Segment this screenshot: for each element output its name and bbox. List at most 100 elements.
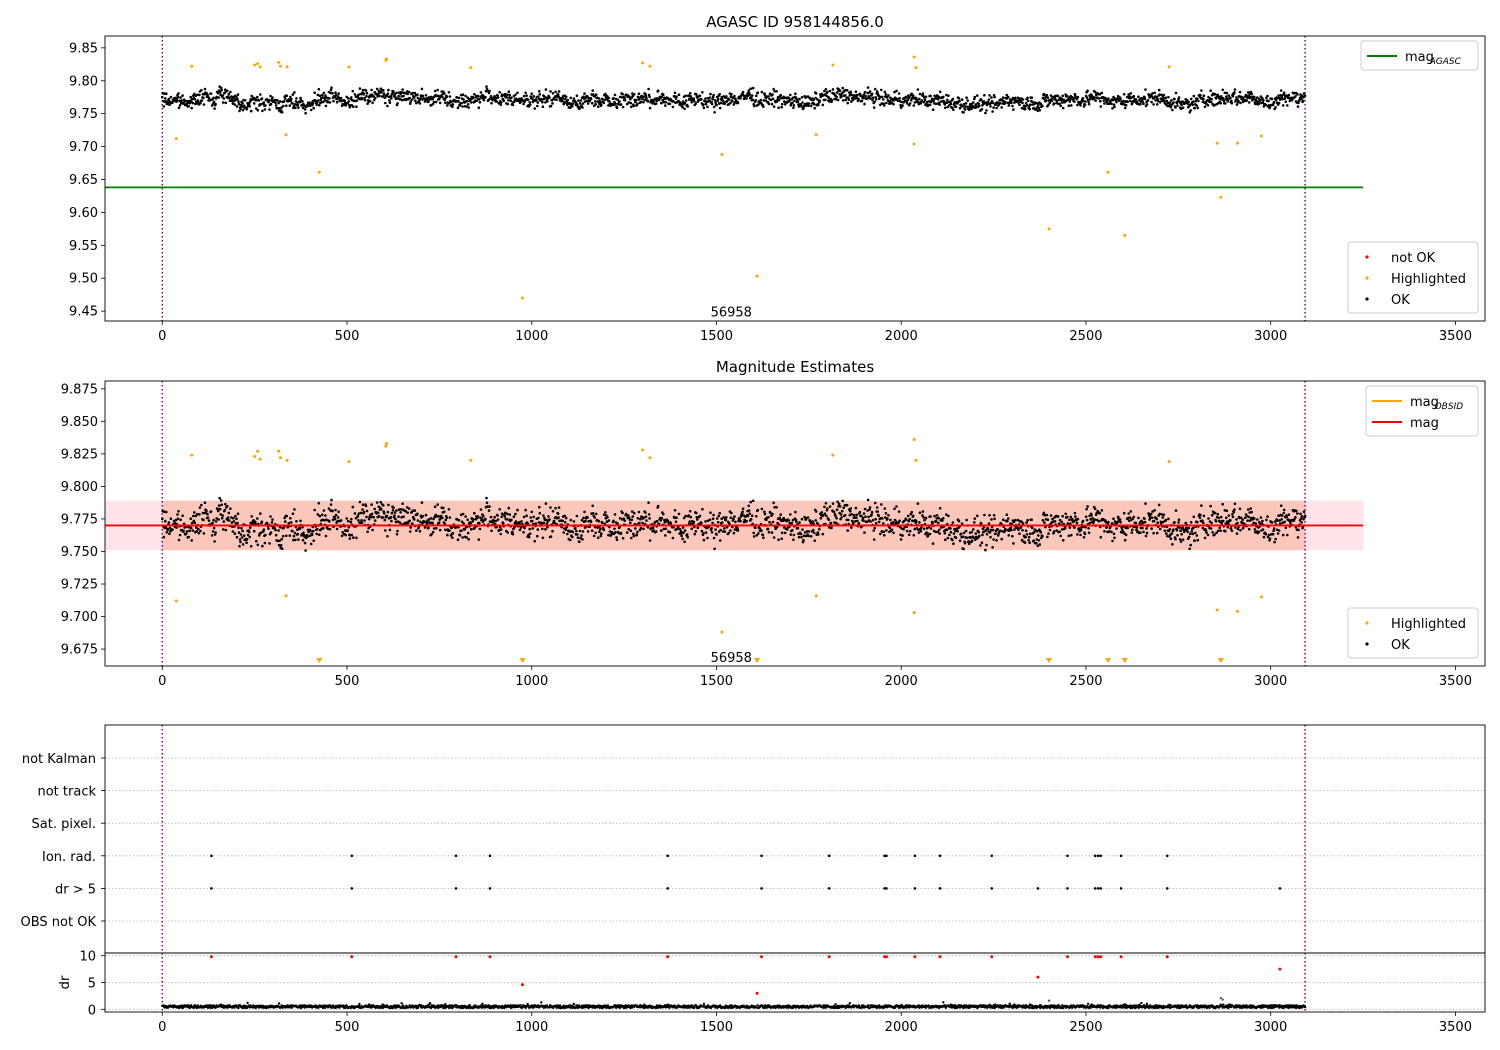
ok-point <box>989 535 992 539</box>
ok-point <box>596 536 600 539</box>
ok-point <box>530 510 533 514</box>
ok-point <box>344 104 348 107</box>
ok-point <box>655 99 658 103</box>
ok-point <box>190 521 194 525</box>
ok-point <box>1272 529 1275 532</box>
ok-point <box>323 98 327 102</box>
ok-point <box>228 519 231 522</box>
ok-point <box>1278 98 1282 101</box>
ok-point <box>1111 539 1114 543</box>
ok-point <box>642 516 646 519</box>
ok-point <box>662 100 666 104</box>
ok-point <box>192 514 195 518</box>
ok-point <box>411 522 414 525</box>
ok-point <box>895 89 898 93</box>
ok-point <box>1247 515 1250 519</box>
ok-point <box>502 99 506 103</box>
highlighted-point <box>256 449 260 453</box>
ok-point <box>462 522 465 525</box>
ok-point <box>218 507 222 511</box>
ok-point <box>700 521 703 525</box>
ok-point <box>941 519 944 522</box>
ok-point <box>255 517 259 520</box>
ok-point <box>221 101 225 104</box>
ok-point <box>1024 529 1028 532</box>
ok-point <box>1103 530 1106 533</box>
ok-point <box>876 510 879 513</box>
ok-point <box>464 94 467 98</box>
ok-point <box>828 505 832 508</box>
ok-point <box>269 102 273 106</box>
ok-point <box>221 528 225 531</box>
ok-point <box>832 510 836 514</box>
ok-point <box>847 518 850 522</box>
ok-point <box>1161 99 1164 103</box>
ok-point <box>1066 94 1069 98</box>
ok-point <box>728 98 731 101</box>
ok-point <box>457 519 461 522</box>
ok-point <box>789 533 793 536</box>
ok-point <box>761 533 765 537</box>
ok-point <box>163 510 166 513</box>
ok-point <box>937 95 940 99</box>
ok-point <box>1191 532 1195 536</box>
ok-point <box>328 527 332 531</box>
ok-point <box>1277 529 1281 532</box>
ok-point <box>1168 528 1172 531</box>
ok-point <box>788 521 792 525</box>
ok-point <box>1192 94 1196 98</box>
ok-point <box>600 532 603 535</box>
ok-point <box>1300 521 1303 524</box>
ok-point <box>1026 99 1030 103</box>
ok-point <box>332 99 335 103</box>
ok-point <box>1231 515 1235 519</box>
ok-point <box>617 531 620 535</box>
ok-point <box>668 102 672 106</box>
ok-point <box>952 108 955 111</box>
ok-point <box>594 512 598 516</box>
ok-point <box>1221 502 1224 506</box>
ok-point <box>673 91 677 95</box>
ok-point <box>438 101 442 105</box>
ok-point <box>500 512 504 515</box>
ok-point <box>681 526 685 529</box>
ok-point <box>1028 103 1032 106</box>
x-tick-label: 0 <box>158 329 166 344</box>
ok-point <box>1146 99 1150 102</box>
ok-point <box>281 104 285 108</box>
flag-point <box>210 887 213 890</box>
ok-point <box>369 515 373 519</box>
ok-point <box>486 89 489 93</box>
ok-point <box>769 98 773 102</box>
ok-point <box>1229 519 1232 522</box>
ok-point <box>553 97 556 101</box>
ok-point <box>240 536 244 539</box>
ok-point <box>616 98 619 101</box>
ok-point <box>1071 517 1074 521</box>
ok-point <box>1005 93 1009 97</box>
ok-point <box>1173 521 1176 524</box>
ok-point <box>165 92 168 95</box>
ok-point <box>629 529 633 532</box>
ok-point <box>661 98 665 102</box>
ok-point <box>807 530 811 533</box>
ok-point <box>236 512 240 515</box>
ok-point <box>991 546 994 549</box>
highlighted-point <box>1215 141 1219 145</box>
ok-point <box>268 542 271 545</box>
ok-point <box>1256 518 1259 521</box>
ok-point <box>645 519 648 522</box>
ok-point <box>182 529 185 533</box>
flag-point <box>990 887 994 890</box>
highlighted-point <box>174 599 178 603</box>
ok-point <box>1043 97 1046 101</box>
ok-point <box>291 102 294 105</box>
ok-point <box>642 95 646 98</box>
ok-point <box>384 101 387 105</box>
ok-point <box>508 513 512 516</box>
ok-point <box>732 531 736 535</box>
ok-point <box>577 99 580 102</box>
ok-point <box>1124 533 1128 537</box>
ok-point <box>708 99 711 102</box>
ok-point <box>599 528 602 531</box>
